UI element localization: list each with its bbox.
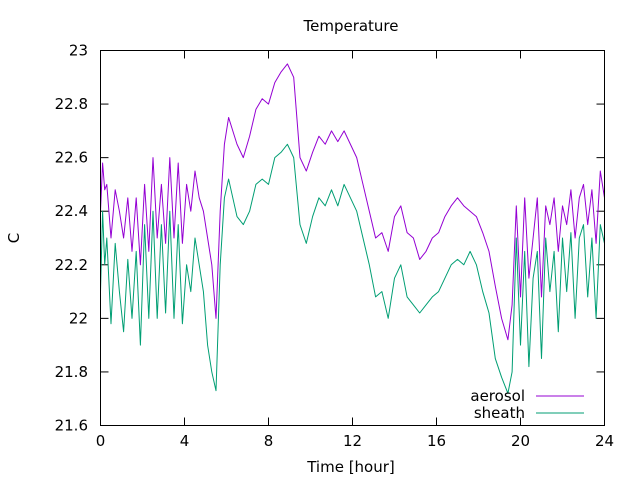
y-tick-label: 22.4	[55, 202, 88, 220]
y-tick-label: 22.8	[55, 95, 88, 113]
x-tick-label: 8	[264, 432, 274, 450]
y-tick-label: 22.6	[55, 149, 88, 167]
y-tick-label: 21.6	[55, 417, 88, 435]
plot-lines	[100, 63, 605, 394]
y-tick-label: 21.8	[55, 363, 88, 381]
x-axis-label: Time [hour]	[306, 458, 395, 476]
x-tick-label: 24	[595, 432, 614, 450]
legend-label-aerosol: aerosol	[470, 387, 525, 405]
x-tick-label: 16	[427, 432, 446, 450]
x-tick-label: 20	[511, 432, 530, 450]
legend-label-sheath: sheath	[474, 404, 525, 422]
y-tick-labels: 21.6 21.8 22 22.2 22.4 22.6 22.8 23	[55, 42, 88, 435]
axis-ticks	[100, 50, 605, 426]
y-tick-label: 22.2	[55, 256, 88, 274]
plot-frame	[100, 50, 605, 426]
x-tick-label: 12	[343, 432, 362, 450]
y-tick-label: 22	[69, 309, 88, 327]
x-tick-labels: 0 4 8 12 16 20 24	[96, 432, 614, 450]
y-tick-label: 23	[69, 42, 88, 60]
y-axis-label: C	[5, 233, 23, 243]
series-line-sheath	[100, 143, 605, 394]
chart-title: Temperature	[302, 17, 398, 35]
x-tick-label: 0	[96, 432, 106, 450]
x-tick-label: 4	[180, 432, 190, 450]
series-line-aerosol	[100, 63, 605, 341]
